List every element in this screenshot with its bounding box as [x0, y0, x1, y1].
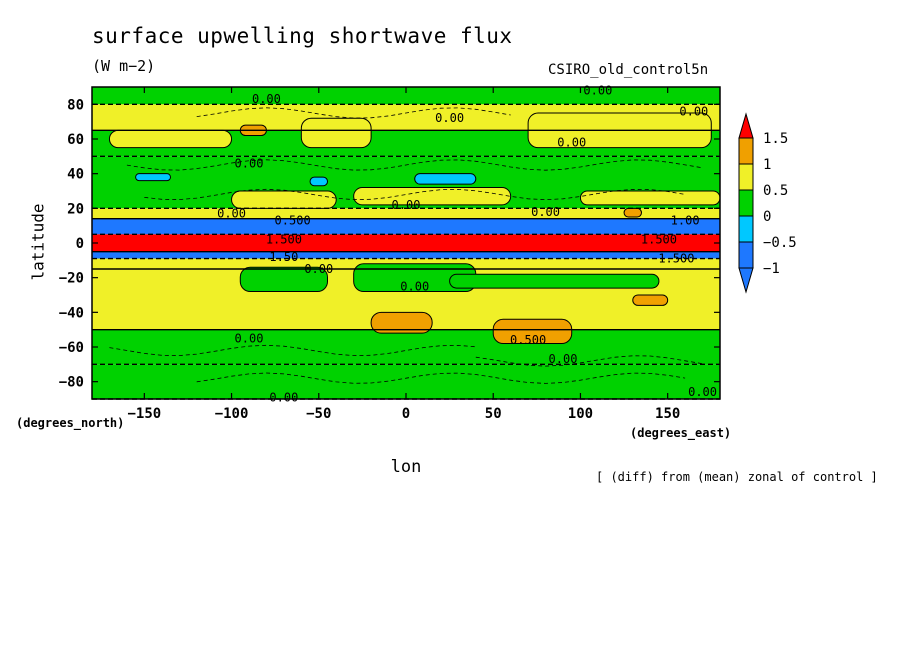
zonal-band-0	[92, 87, 720, 105]
yellow-patch-3	[623, 207, 642, 218]
green-patch-5	[579, 190, 721, 206]
yellow-patch-4	[632, 294, 669, 306]
blue-patch-1	[309, 176, 328, 187]
zonal-band-4	[92, 208, 720, 219]
y-tick-label: −20	[59, 271, 84, 287]
x-tick-label: 150	[655, 406, 680, 422]
y-tick-label: 20	[67, 201, 84, 217]
contour-label-4: 0.00	[235, 156, 264, 170]
zonal-band-7	[92, 251, 720, 259]
green-patch-3	[231, 190, 337, 209]
green-patch-1	[300, 117, 372, 149]
cyan-patch-2	[449, 273, 660, 289]
colorbar-box-0	[738, 137, 754, 165]
blue-patch-2	[414, 173, 477, 185]
colorbar-label: −1	[763, 261, 780, 277]
neg-contour-4	[475, 355, 703, 367]
contour-label-16: 0.00	[400, 279, 429, 293]
neg-contour-0	[126, 159, 703, 171]
x-tick-label: −50	[306, 406, 331, 422]
contour-label-17: 0.500	[510, 333, 546, 347]
contour-label-21: 0.00	[688, 385, 717, 399]
contour-label-14: 1.500	[658, 252, 694, 266]
contour-label-12: 1.500	[641, 233, 677, 247]
neg-contour-2	[109, 344, 476, 357]
contour-label-8: 0.00	[217, 207, 246, 221]
x-tick-label: −150	[127, 406, 161, 422]
x-units-label: (degrees_east)	[630, 426, 732, 440]
colorbar-label: 1.5	[763, 131, 788, 147]
green-patch-0	[108, 129, 233, 149]
contour-label-1: 0.00	[583, 83, 612, 97]
dataset-label: CSIRO_old_control5n	[548, 62, 709, 78]
y-tick-label: −80	[59, 375, 84, 391]
green-patch-4	[353, 187, 512, 206]
zonal-band-6	[92, 234, 720, 252]
yellow-patch-2	[492, 318, 573, 345]
contour-label-3: 0.00	[435, 111, 464, 125]
x-tick-label: 0	[402, 406, 410, 422]
y-tick-label: −40	[59, 305, 84, 321]
contour-label-13: 1.50	[269, 250, 298, 264]
chart-title: surface upwelling shortwave flux	[92, 24, 513, 48]
zonal-band-5	[92, 218, 720, 235]
contour-label-10: 1.00	[671, 213, 700, 227]
neg-contour-3	[196, 372, 686, 384]
neg-contour-5	[196, 107, 511, 119]
contour-label-2: 0.00	[679, 104, 708, 118]
contour-label-15: 0.00	[304, 262, 333, 276]
zonal-band-10	[92, 329, 720, 365]
x-tick-label: 50	[485, 406, 502, 422]
colorbar-bottom-arrow	[738, 267, 754, 294]
contour-label-9: 0.500	[275, 213, 311, 227]
note-label: [ (diff) from (mean) zonal of control ]	[596, 470, 878, 484]
y-tick-label: −60	[59, 340, 84, 356]
colorbar-box-1	[738, 163, 754, 191]
contour-label-11: 1.500	[266, 233, 302, 247]
colorbar-label: −0.5	[763, 235, 797, 251]
colorbar-box-4	[738, 241, 754, 269]
x-tick-label: −100	[215, 406, 249, 422]
colorbar-top-arrow	[738, 112, 754, 139]
contour-label-7: 0.00	[531, 205, 560, 219]
contour-label-19: 0.00	[235, 331, 264, 345]
contour-label-0: 0.00	[252, 92, 281, 106]
cyan-patch-0	[239, 266, 328, 293]
colorbar-box-3	[738, 215, 754, 243]
contour-label-6: 0.00	[557, 135, 586, 149]
y-tick-label: 80	[67, 97, 84, 113]
y-tick-label: 60	[67, 132, 84, 148]
contour-label-5: 0.00	[392, 198, 421, 212]
y-units-label: (degrees_north)	[16, 416, 125, 430]
y-tick-label: 40	[67, 167, 84, 183]
y-tick-label: 0	[76, 236, 84, 252]
colorbar-label: 0.5	[763, 183, 788, 199]
colorbar-box-2	[738, 189, 754, 217]
yellow-patch-1	[370, 311, 433, 334]
x-tick-label: 100	[568, 406, 593, 422]
blue-patch-0	[135, 173, 172, 182]
units-label: (W m−2)	[92, 57, 156, 75]
colorbar-label: 0	[763, 209, 771, 225]
x-axis-label: lon	[390, 457, 422, 477]
contour-label-18: 0.00	[549, 352, 578, 366]
contour-label-20: 0.00	[269, 390, 298, 404]
colorbar-label: 1	[763, 157, 771, 173]
